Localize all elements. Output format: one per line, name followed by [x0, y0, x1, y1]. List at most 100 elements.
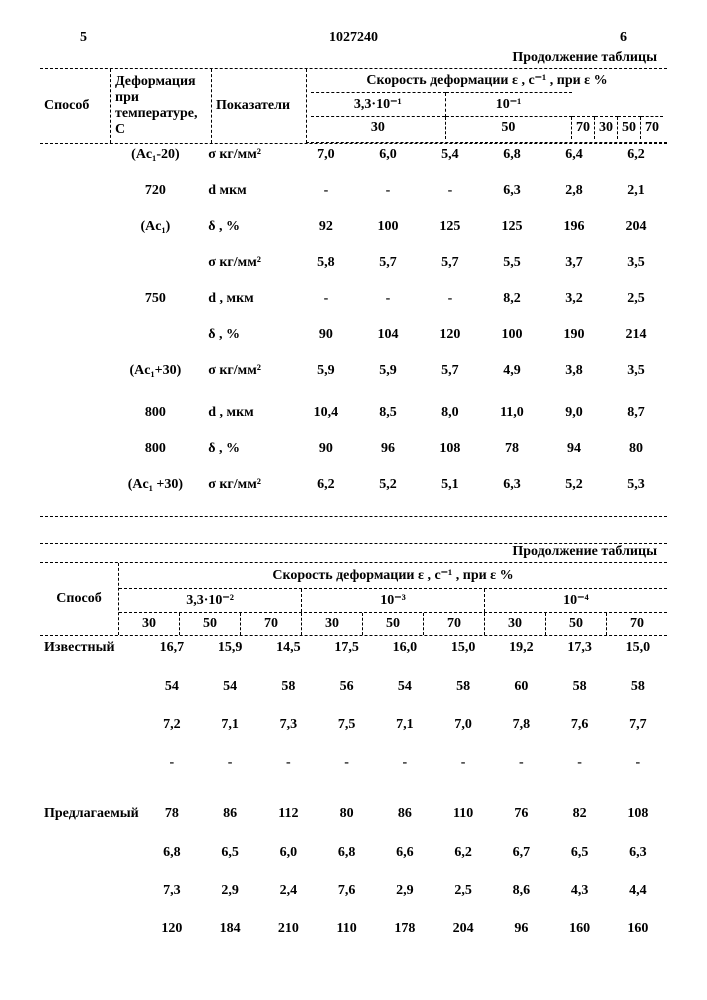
cell-deform: (Ac₁-20): [107, 144, 205, 166]
hdr2-sub: 70: [607, 613, 668, 635]
cell-deform: (Ac₁ +30): [107, 474, 205, 496]
table-row: δ , %90104120100190214: [40, 324, 667, 346]
table-row: 720d мкм---6,32,82,1: [40, 180, 667, 202]
cell-value: 7,0: [295, 144, 357, 166]
hdr-group-b: 10⁻¹: [445, 93, 571, 117]
hdr2-group-b: 10⁻³: [302, 589, 485, 612]
hdr-indicators: Показатели: [212, 69, 307, 143]
cell-value: 58: [609, 676, 667, 698]
cell-value: 96: [492, 918, 550, 940]
cell-value: 2,9: [201, 880, 259, 902]
cell-value: 17,3: [551, 636, 609, 660]
cell-value: 8,0: [419, 402, 481, 424]
cell-value: 54: [201, 676, 259, 698]
cell-value: 5,1: [419, 474, 481, 496]
cell-method: [40, 438, 107, 460]
cell-value: 90: [295, 438, 357, 460]
cell-value: -: [419, 180, 481, 202]
cell-value: 8,2: [481, 288, 543, 310]
cell-method-label: Предлагаемый: [40, 802, 143, 826]
lower-table-header: Способ Скорость деформации ε , c⁻¹ , при…: [40, 563, 667, 635]
hdr-sub-4: 50: [618, 117, 641, 140]
cell-value: 7,3: [143, 880, 201, 902]
cell-value: 6,5: [551, 842, 609, 864]
cell-value: 2,8: [543, 180, 605, 202]
cell-method: [40, 252, 107, 274]
cell-value: 7,2: [143, 714, 201, 736]
cell-value: 3,2: [543, 288, 605, 310]
cell-value: 14,5: [259, 636, 317, 660]
cell-value: 4,3: [551, 880, 609, 902]
cell-value: 90: [295, 324, 357, 346]
doc-number: 1027240: [329, 30, 378, 46]
cell-value: 17,5: [318, 636, 376, 660]
cell-value: 196: [543, 216, 605, 238]
cell-value: 184: [201, 918, 259, 940]
cell-value: 92: [295, 216, 357, 238]
table-row: 6,86,56,06,86,66,26,76,56,3: [40, 842, 667, 864]
cell-method: [40, 144, 107, 166]
cell-value: 78: [143, 802, 201, 826]
table-row: 7,27,17,37,57,17,07,87,67,7: [40, 714, 667, 736]
upper-table: Способ Деформация при температуре, С Пок…: [40, 69, 667, 143]
cell-method-label: [40, 714, 143, 736]
cell-method: [40, 402, 107, 424]
cell-value: 6,5: [201, 842, 259, 864]
cell-method: [40, 216, 107, 238]
cell-value: 6,6: [376, 842, 434, 864]
hdr-sub-5: 70: [641, 117, 664, 140]
cell-value: 7,6: [551, 714, 609, 736]
cell-value: 110: [434, 802, 492, 826]
cell-value: 9,0: [543, 402, 605, 424]
table-row: 545458565458605858: [40, 676, 667, 698]
cell-value: 56: [318, 676, 376, 698]
cell-indicator: σ кг/мм²: [204, 144, 295, 166]
hdr-method: Способ: [40, 69, 111, 143]
table-row: (Ac₁ +30)σ кг/мм²6,25,25,16,35,25,3: [40, 474, 667, 496]
cell-value: 5,7: [419, 360, 481, 382]
cell-value: 5,9: [295, 360, 357, 382]
cell-value: 100: [357, 216, 419, 238]
hdr-group-a: 3,3·10⁻¹: [311, 93, 445, 117]
cell-value: 54: [376, 676, 434, 698]
cell-value: 5,7: [419, 252, 481, 274]
cell-value: -: [259, 752, 317, 774]
cell-indicator: σ кг/мм²: [204, 252, 295, 274]
cell-value: 58: [259, 676, 317, 698]
cell-value: -: [295, 180, 357, 202]
cell-value: 96: [357, 438, 419, 460]
table-row: 800d , мкм10,48,58,011,09,08,7: [40, 402, 667, 424]
cell-value: -: [143, 752, 201, 774]
cell-value: -: [419, 288, 481, 310]
table-row: σ кг/мм²5,85,75,75,53,73,5: [40, 252, 667, 274]
cell-value: 76: [492, 802, 550, 826]
cell-value: -: [295, 288, 357, 310]
upper-table-body: (Ac₁-20)σ кг/мм²7,06,05,46,86,46,2 720d …: [40, 144, 667, 510]
cell-value: 6,2: [434, 842, 492, 864]
cell-value: 120: [143, 918, 201, 940]
hdr-sub-3: 30: [595, 117, 618, 140]
cell-deform: 800: [107, 438, 205, 460]
cell-value: -: [357, 288, 419, 310]
cell-value: 7,7: [609, 714, 667, 736]
page-mark-right: 6: [620, 30, 627, 46]
cell-value: 5,8: [295, 252, 357, 274]
cell-indicator: d , мкм: [204, 402, 295, 424]
cell-value: 15,9: [201, 636, 259, 660]
cell-deform: 750: [107, 288, 205, 310]
cell-indicator: δ , %: [204, 438, 295, 460]
cell-value: 2,5: [434, 880, 492, 902]
hdr2-sub: 70: [241, 613, 302, 635]
cell-value: 6,8: [318, 842, 376, 864]
cell-value: -: [551, 752, 609, 774]
cell-value: -: [318, 752, 376, 774]
lower-table-body: Известный16,715,914,517,516,015,019,217,…: [40, 636, 667, 956]
continuation-label-2: Продолжение таблицы: [40, 544, 657, 560]
cell-value: 6,3: [481, 474, 543, 496]
cell-value: 54: [143, 676, 201, 698]
table-row: Известный16,715,914,517,516,015,019,217,…: [40, 636, 667, 660]
cell-value: 58: [551, 676, 609, 698]
cell-value: 3,7: [543, 252, 605, 274]
cell-method-label: [40, 676, 143, 698]
hdr2-sub: 30: [485, 613, 546, 635]
